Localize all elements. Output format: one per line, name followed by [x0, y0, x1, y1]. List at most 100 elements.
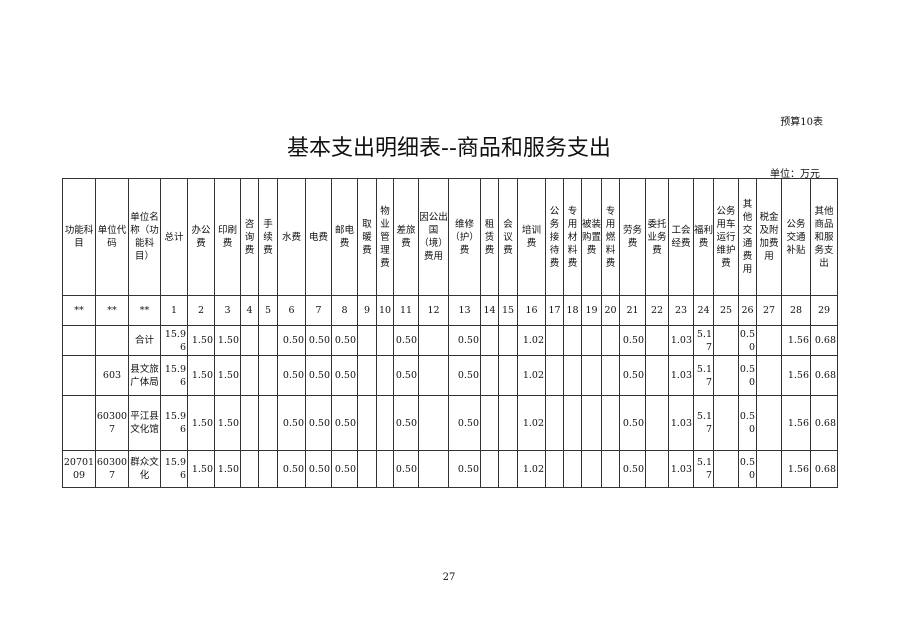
table-cell: 0.50 — [448, 325, 481, 356]
table-cell: 1.50 — [214, 355, 241, 396]
expenditure-table: 功能科目 单位代码 单位名称（功能科目） 总计 办公费 印刷费 咨询费 手续费 水费 电费 邮电费取… — [62, 178, 838, 488]
table-cell: 1.50 — [187, 395, 215, 451]
table-cell — [357, 450, 377, 488]
table-cell — [258, 355, 278, 396]
table-cell: 1.50 — [187, 325, 215, 356]
table-cell: 24 — [693, 295, 714, 326]
table-cell — [713, 325, 739, 356]
table-cell: 1.03 — [668, 395, 694, 451]
table-cell: 公务用车运行维护费 — [713, 178, 739, 296]
table-cell: 0.50 — [738, 355, 757, 396]
table-cell: 11 — [393, 295, 419, 326]
table-cell: 29 — [810, 295, 838, 326]
table-cell — [498, 325, 518, 356]
table-cell — [581, 450, 602, 488]
table-cell: 工会经费 — [668, 178, 694, 296]
table-cell: 0.68 — [810, 325, 838, 356]
table-cell — [357, 325, 377, 356]
table-cell — [756, 355, 782, 396]
table-cell: 0.50 — [619, 355, 646, 396]
table-cell — [545, 395, 564, 451]
table-cell: 1.50 — [214, 325, 241, 356]
table-cell — [480, 355, 499, 396]
table-cell: 0.50 — [448, 450, 481, 488]
table-cell: 2070109 — [62, 450, 96, 488]
table-cell — [545, 325, 564, 356]
table-cell: 咨询费 — [240, 178, 259, 296]
table-cell: 0.50 — [277, 450, 306, 488]
budget-table-label: 预算10表 — [780, 117, 823, 128]
table-cell: 1.50 — [214, 395, 241, 451]
table-cell: 0.50 — [305, 355, 332, 396]
table-cell: 0.68 — [810, 395, 838, 451]
table-cell — [563, 325, 582, 356]
table-cell: 1.03 — [668, 450, 694, 488]
header-row: 功能科目 单位代码 单位名称（功能科目） 总计 办公费 印刷费 咨询费 手续费 水费 电费 邮电费取… — [62, 178, 838, 296]
table-cell: ** — [95, 295, 129, 326]
table-cell: 27 — [756, 295, 782, 326]
table-cell: 0.50 — [738, 395, 757, 451]
table-cell: 15.96 — [160, 325, 188, 356]
table-cell — [480, 395, 499, 451]
table-cell — [62, 325, 96, 356]
table-cell: 0.50 — [331, 395, 358, 451]
table-cell: 1.56 — [781, 325, 811, 356]
table-cell — [498, 450, 518, 488]
table-cell: 总计 — [160, 178, 188, 296]
table-cell: 5.17 — [693, 355, 714, 396]
table-cell — [581, 325, 602, 356]
table-cell: 其他交通费用 — [738, 178, 757, 296]
table-cell — [645, 355, 669, 396]
table-cell — [376, 325, 394, 356]
table-cell: 16 — [517, 295, 546, 326]
table-cell: 23 — [668, 295, 694, 326]
table-cell: 0.50 — [619, 325, 646, 356]
table-cell: 22 — [645, 295, 669, 326]
table-cell — [357, 395, 377, 451]
table-cell: 培训费 — [517, 178, 546, 296]
table-cell: 1 — [160, 295, 188, 326]
table-row: 603 县文旅广体局 15.96 1.50 1.50 0.50 0.50 0.50 0.50 0.… — [62, 355, 838, 396]
table-cell — [756, 325, 782, 356]
table-cell: 20 — [601, 295, 620, 326]
table-cell: 1.02 — [517, 325, 546, 356]
table-cell — [645, 325, 669, 356]
table-cell: 因公出国（境）费用 — [418, 178, 449, 296]
table-cell — [62, 395, 96, 451]
table-cell: 手续费 — [258, 178, 278, 296]
table-cell — [258, 395, 278, 451]
table-cell: 0.50 — [738, 325, 757, 356]
table-cell — [418, 355, 449, 396]
table-cell — [258, 325, 278, 356]
table-cell — [95, 325, 129, 356]
table-cell: 0.50 — [305, 325, 332, 356]
table-cell: 其他商品和服务支出 — [810, 178, 838, 296]
table-cell: 会议费 — [498, 178, 518, 296]
table-cell — [357, 355, 377, 396]
table-cell — [601, 395, 620, 451]
table-cell: 25 — [713, 295, 739, 326]
table-cell: 5.17 — [693, 450, 714, 488]
table-cell: 取暖费 — [357, 178, 377, 296]
table-cell — [563, 395, 582, 451]
column-number-row: ** ** ** 1 2 3 4 5 6 7 8 9 10 11 12 13 14 15 16 17 18 19 20 21 2… — [62, 295, 838, 326]
table-cell — [480, 325, 499, 356]
table-cell: 1.56 — [781, 450, 811, 488]
table-cell: ** — [128, 295, 161, 326]
table-cell: 603007 — [95, 450, 129, 488]
table-cell: 印刷费 — [214, 178, 241, 296]
table-cell: 水费 — [277, 178, 306, 296]
table-cell: 群众文化 — [128, 450, 161, 488]
table-cell — [713, 450, 739, 488]
table-cell: 1.56 — [781, 395, 811, 451]
table-cell: 0.50 — [393, 450, 419, 488]
table-cell: 15.96 — [160, 395, 188, 451]
table-cell: 14 — [480, 295, 499, 326]
table-cell: 0.50 — [305, 395, 332, 451]
table-cell: 公务接待费 — [545, 178, 564, 296]
table-cell: 0.50 — [331, 450, 358, 488]
table-cell — [498, 395, 518, 451]
table-cell: 电费 — [305, 178, 332, 296]
table-cell — [480, 450, 499, 488]
table-cell: 15 — [498, 295, 518, 326]
